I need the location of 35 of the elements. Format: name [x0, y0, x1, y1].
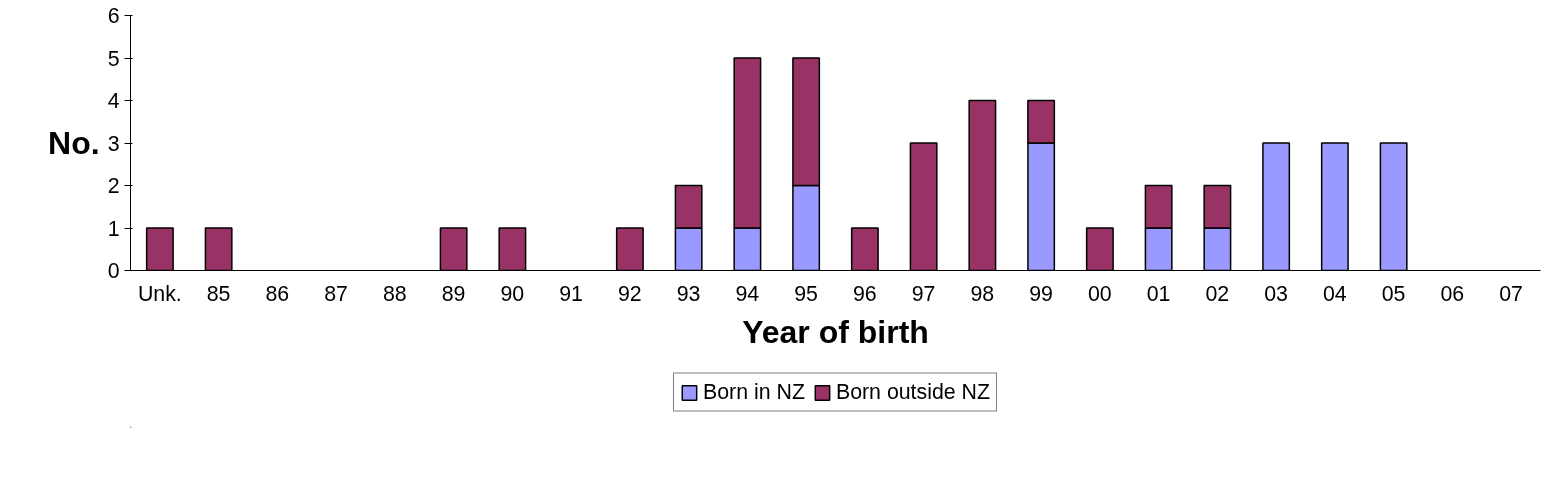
x-tick-label: 92 [618, 281, 642, 306]
y-tick-label: 3 [107, 131, 120, 156]
y-tick-label: 6 [107, 4, 120, 28]
x-tick-label: 94 [735, 281, 760, 306]
x-tick-label: 95 [794, 281, 818, 306]
y-tick-label: 0 [107, 259, 120, 283]
x-tick-label: 89 [441, 281, 466, 306]
x-tick-label: 85 [206, 281, 231, 306]
x-tick-label: 99 [1029, 281, 1053, 306]
x-tick-label: 04 [1323, 281, 1347, 306]
x-tick-label: 07 [1499, 281, 1523, 306]
y-axis-title: No. [48, 125, 100, 161]
x-tick-label: 88 [383, 281, 407, 306]
x-tick-label: 05 [1381, 281, 1406, 306]
x-tick-label: 86 [265, 281, 290, 306]
x-tick-label: 97 [911, 281, 936, 306]
x-tick-label: 98 [970, 281, 995, 306]
x-tick-label: 90 [500, 281, 525, 306]
x-tick-label: 96 [853, 281, 877, 306]
y-tick-label: 5 [107, 46, 120, 71]
x-tick-label: 01 [1146, 281, 1171, 306]
y-tick-label: 2 [107, 174, 120, 198]
y-tick-label: 1 [107, 216, 120, 241]
x-tick-label: Unk. [137, 281, 182, 306]
x-tick-label: 06 [1440, 281, 1465, 306]
x-tick-label: 02 [1205, 281, 1230, 306]
legend-label: Born outside NZ [835, 379, 991, 405]
y-tick-label: 4 [107, 89, 120, 113]
x-tick-label: 00 [1088, 281, 1112, 306]
x-axis-title: Year of birth [742, 313, 929, 350]
x-tick-label: 93 [676, 281, 701, 306]
legend-label: Born in NZ [702, 379, 805, 405]
x-tick-label: 03 [1264, 281, 1288, 306]
x-tick-label: 91 [559, 281, 583, 306]
x-tick-label: 87 [324, 281, 348, 306]
